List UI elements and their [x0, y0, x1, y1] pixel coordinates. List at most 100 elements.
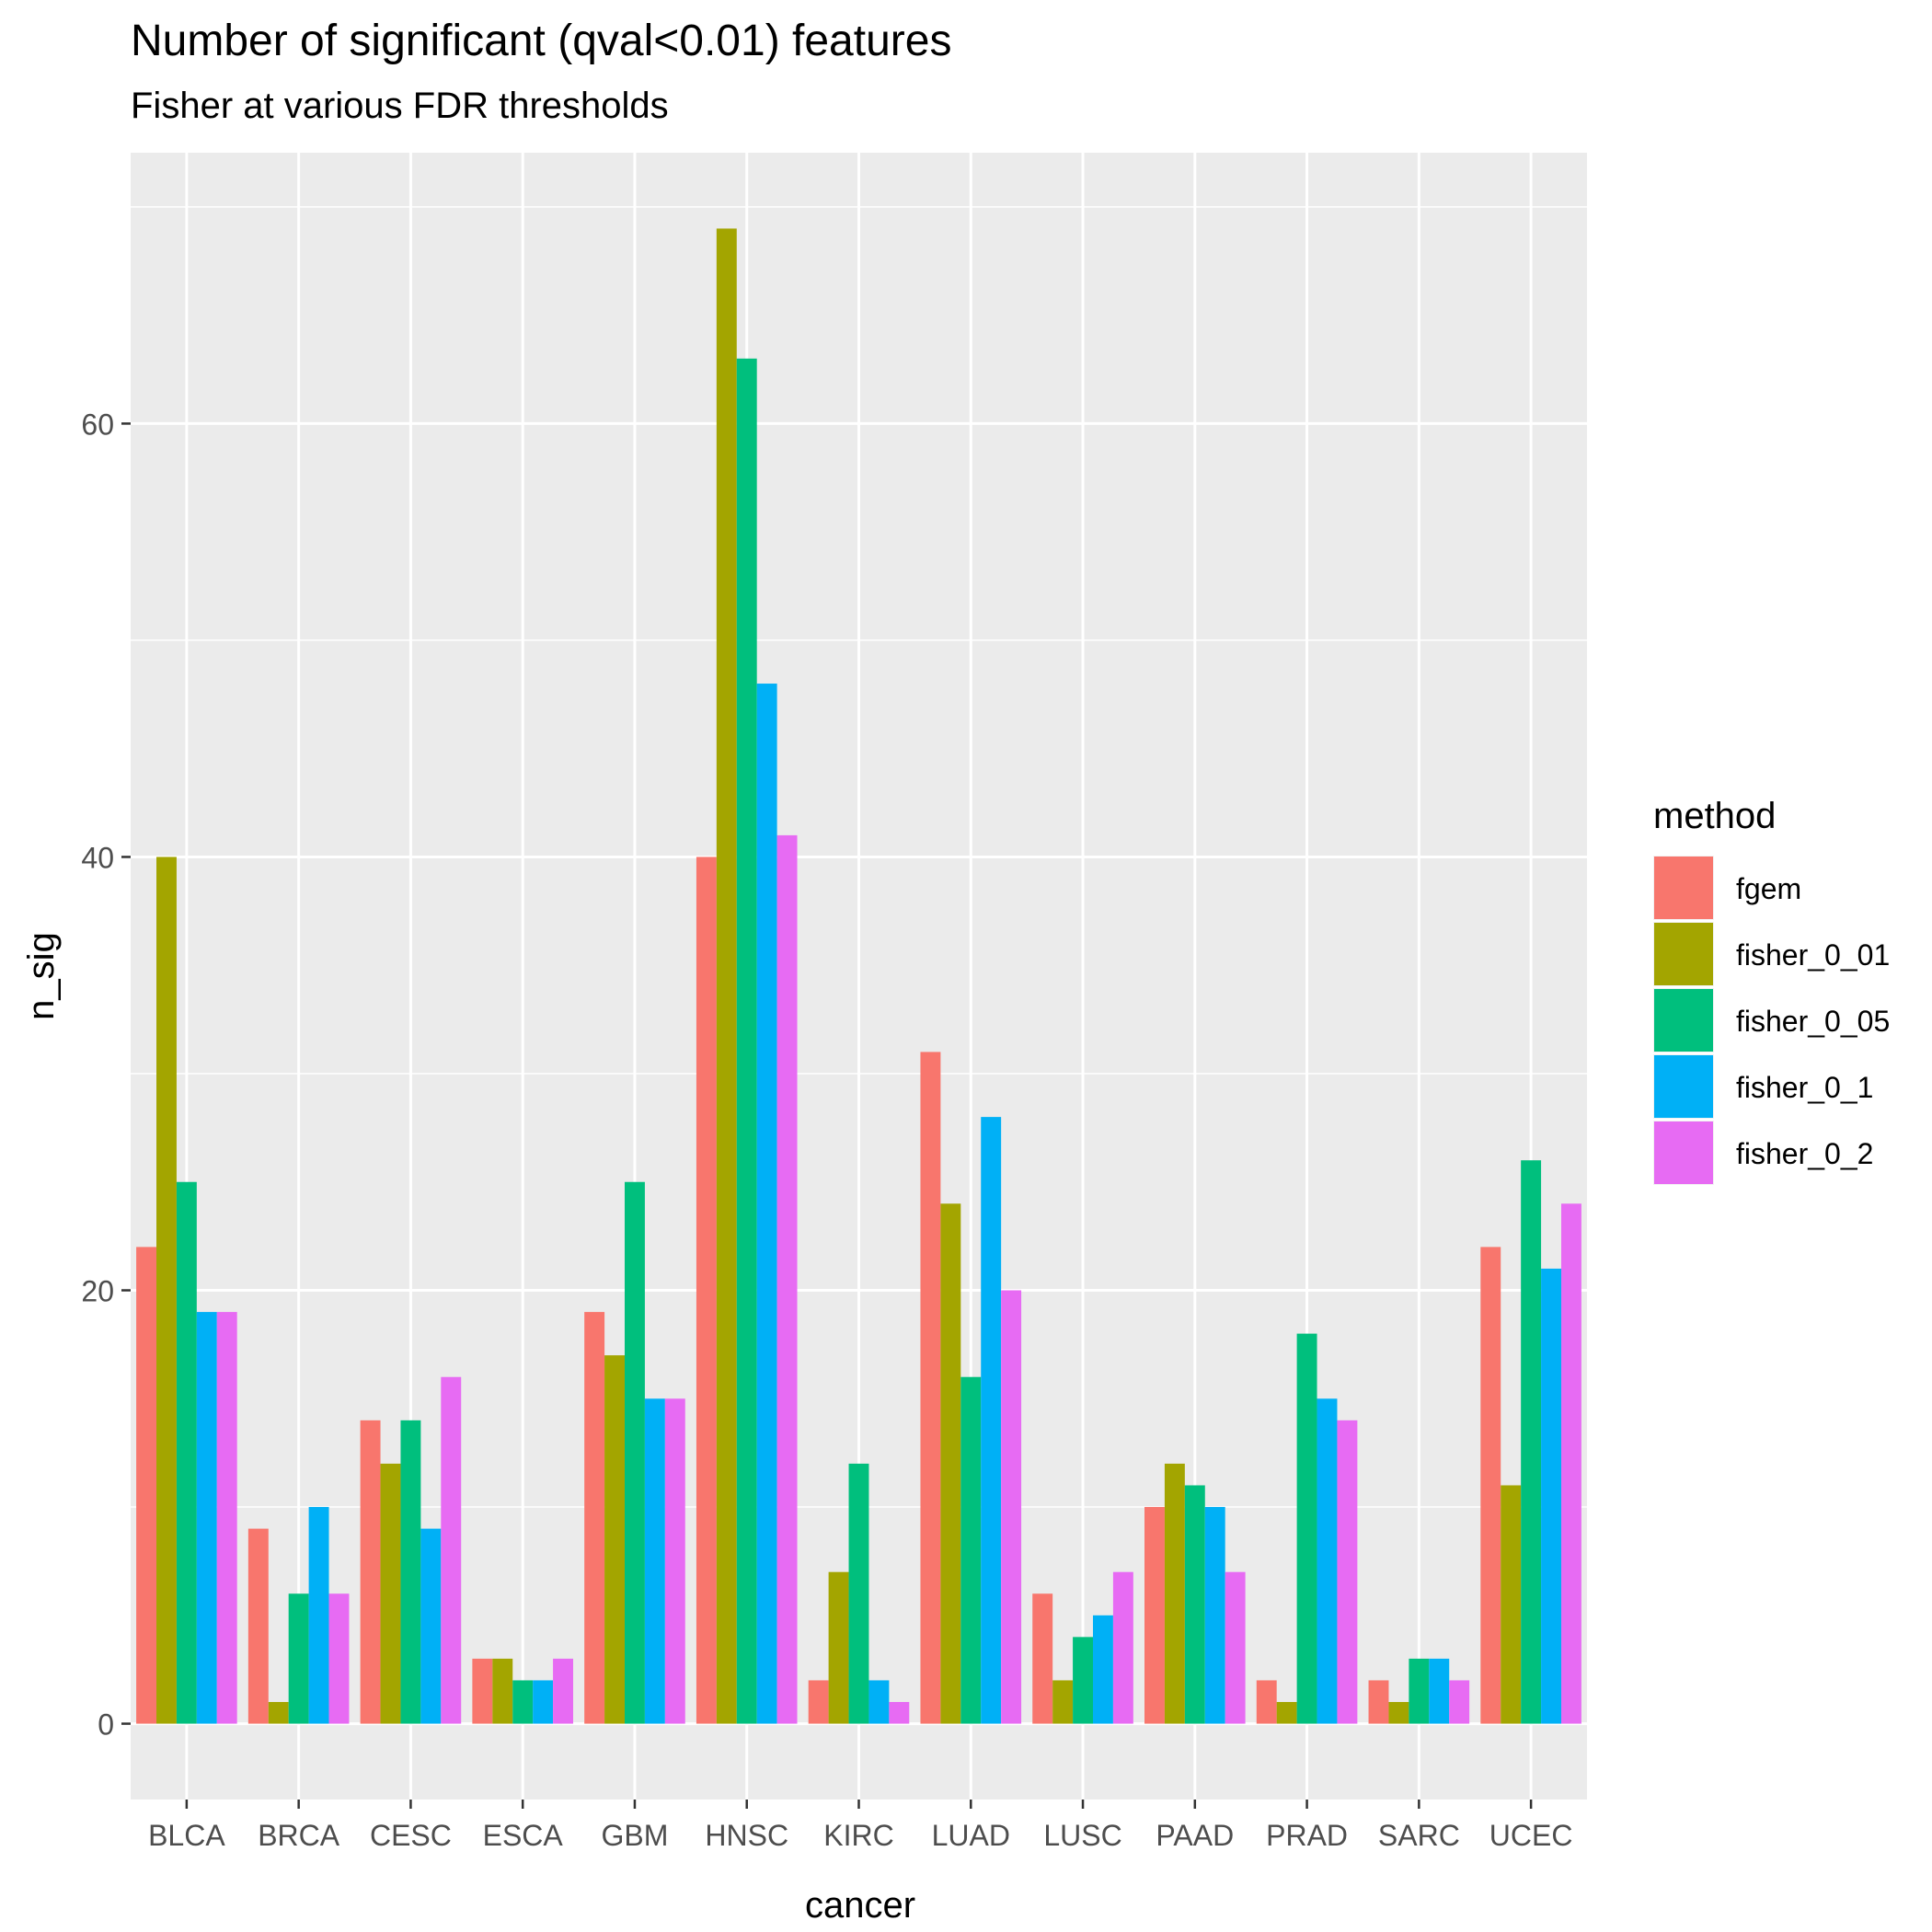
bar-fisher_0_05-BRCA: [288, 1593, 309, 1724]
bar-fgem-KIRC: [808, 1680, 829, 1724]
x-tick-label: LUAD: [932, 1819, 1010, 1852]
bar-fisher_0_05-HNSC: [736, 358, 757, 1724]
y-tick-label: 20: [81, 1275, 114, 1308]
bar-fisher_0_05-LUSC: [1073, 1637, 1093, 1724]
bar-fisher_0_01-UCEC: [1501, 1485, 1522, 1724]
x-tick-label: LUSC: [1043, 1819, 1121, 1852]
legend-swatch-fisher_0_2: [1654, 1121, 1713, 1184]
y-tick-label: 0: [98, 1708, 114, 1742]
bar-fisher_0_2-PAAD: [1225, 1571, 1246, 1724]
bar-fisher_0_01-PRAD: [1276, 1702, 1297, 1724]
bar-fisher_0_05-UCEC: [1521, 1160, 1542, 1724]
bar-fisher_0_1-CESC: [420, 1528, 442, 1724]
chart-title: Number of significant (qval<0.01) featur…: [131, 17, 951, 65]
bar-fgem-BLCA: [136, 1247, 157, 1724]
bar-fisher_0_05-PAAD: [1184, 1485, 1205, 1724]
bar-fisher_0_01-HNSC: [716, 228, 737, 1724]
bar-fisher_0_05-CESC: [400, 1420, 421, 1724]
chart-subtitle: Fisher at various FDR thresholds: [131, 86, 669, 126]
bar-fisher_0_1-PRAD: [1317, 1398, 1338, 1724]
legend-label-fisher_0_01: fisher_0_01: [1736, 938, 1890, 972]
bar-fgem-PRAD: [1256, 1680, 1277, 1724]
bar-fisher_0_01-GBM: [604, 1355, 626, 1724]
legend-label-fgem: fgem: [1736, 872, 1801, 905]
legend: method fgem fisher_0_01 fisher_0_05 fisher_…: [1653, 796, 1890, 1185]
x-tick-label: GBM: [602, 1819, 669, 1852]
bar-fgem-CESC: [360, 1420, 381, 1724]
bar-fisher_0_01-SARC: [1388, 1702, 1409, 1724]
bar-fgem-PAAD: [1144, 1507, 1165, 1724]
x-tick-label: ESCA: [483, 1819, 564, 1852]
bar-fgem-UCEC: [1480, 1247, 1501, 1724]
bar-fisher_0_1-GBM: [644, 1398, 665, 1724]
bar-fisher_0_2-UCEC: [1560, 1203, 1581, 1724]
bar-fisher_0_01-LUAD: [940, 1203, 961, 1724]
bar-fisher_0_1-ESCA: [533, 1680, 554, 1724]
bar-fisher_0_2-HNSC: [776, 834, 798, 1724]
x-tick-label: KIRC: [823, 1819, 893, 1852]
bar-fisher_0_01-KIRC: [828, 1571, 849, 1724]
x-tick-label: PAAD: [1156, 1819, 1234, 1852]
bar-fisher_0_01-PAAD: [1164, 1463, 1185, 1724]
axes: 0 20 40 60 BLCA BRCA CESC ESCA GBM HNSC KIRC LUAD LU…: [81, 408, 1572, 1852]
x-tick-label: BLCA: [148, 1819, 225, 1852]
bar-fisher_0_1-SARC: [1429, 1658, 1450, 1724]
x-axis-title: cancer: [805, 1885, 915, 1926]
bar-fisher_0_2-CESC: [441, 1376, 462, 1724]
legend-label-fisher_0_1: fisher_0_1: [1736, 1071, 1873, 1104]
bar-fisher_0_01-BRCA: [268, 1702, 289, 1724]
legend-swatch-fisher_0_1: [1654, 1055, 1713, 1118]
bar-fisher_0_05-SARC: [1409, 1658, 1430, 1724]
bar-fisher_0_2-LUAD: [1001, 1290, 1022, 1724]
y-axis-title: n_sig: [21, 932, 62, 1020]
bar-fisher_0_2-GBM: [664, 1398, 685, 1724]
bar-fisher_0_1-LUAD: [981, 1117, 1002, 1724]
bar-fisher_0_05-ESCA: [512, 1680, 534, 1724]
x-tick-label: CESC: [370, 1819, 452, 1852]
bar-fisher_0_01-CESC: [380, 1463, 401, 1724]
bar-fisher_0_2-ESCA: [553, 1658, 573, 1724]
bar-fisher_0_05-GBM: [625, 1181, 645, 1724]
bar-fgem-BRCA: [247, 1528, 269, 1724]
bar-fgem-GBM: [584, 1312, 605, 1724]
x-tick-label: SARC: [1378, 1819, 1460, 1852]
bar-fgem-LUSC: [1032, 1593, 1053, 1724]
bar-fisher_0_1-BLCA: [196, 1312, 217, 1724]
bar-fisher_0_05-LUAD: [960, 1376, 982, 1724]
bar-fisher_0_2-BRCA: [328, 1593, 350, 1724]
bars: [136, 228, 1581, 1724]
legend-swatch-fisher_0_01: [1654, 923, 1713, 985]
bar-fisher_0_1-LUSC: [1092, 1615, 1113, 1724]
bar-fisher_0_05-BLCA: [176, 1181, 197, 1724]
y-tick-label: 40: [81, 841, 114, 874]
bar-fisher_0_1-PAAD: [1204, 1507, 1225, 1724]
bar-fisher_0_05-KIRC: [848, 1463, 869, 1724]
bar-fisher_0_2-SARC: [1449, 1680, 1470, 1724]
bar-fisher_0_2-KIRC: [889, 1702, 910, 1724]
bar-fisher_0_1-HNSC: [756, 684, 777, 1724]
bar-fisher_0_2-LUSC: [1112, 1571, 1133, 1724]
bar-fisher_0_05-PRAD: [1296, 1333, 1317, 1724]
legend-label-fisher_0_05: fisher_0_05: [1736, 1005, 1890, 1038]
bar-fisher_0_1-KIRC: [868, 1680, 890, 1724]
bar-fgem-SARC: [1368, 1680, 1389, 1724]
x-tick-label: HNSC: [705, 1819, 788, 1852]
x-tick-label: BRCA: [258, 1819, 340, 1852]
x-tick-label: UCEC: [1489, 1819, 1573, 1852]
bar-fisher_0_1-BRCA: [308, 1507, 329, 1724]
bar-fisher_0_2-BLCA: [216, 1312, 237, 1724]
bar-fisher_0_01-BLCA: [156, 857, 177, 1724]
legend-title: method: [1653, 796, 1776, 836]
bar-fisher_0_01-LUSC: [1052, 1680, 1074, 1724]
bar-fisher_0_1-UCEC: [1541, 1268, 1561, 1724]
x-tick-label: PRAD: [1266, 1819, 1348, 1852]
legend-label-fisher_0_2: fisher_0_2: [1736, 1137, 1873, 1170]
bar-fgem-LUAD: [920, 1052, 941, 1724]
bar-fgem-HNSC: [696, 857, 717, 1724]
bar-fisher_0_2-PRAD: [1337, 1420, 1358, 1724]
legend-swatch-fisher_0_05: [1654, 989, 1713, 1052]
legend-swatch-fgem: [1654, 857, 1713, 919]
bar-fgem-ESCA: [472, 1658, 493, 1724]
